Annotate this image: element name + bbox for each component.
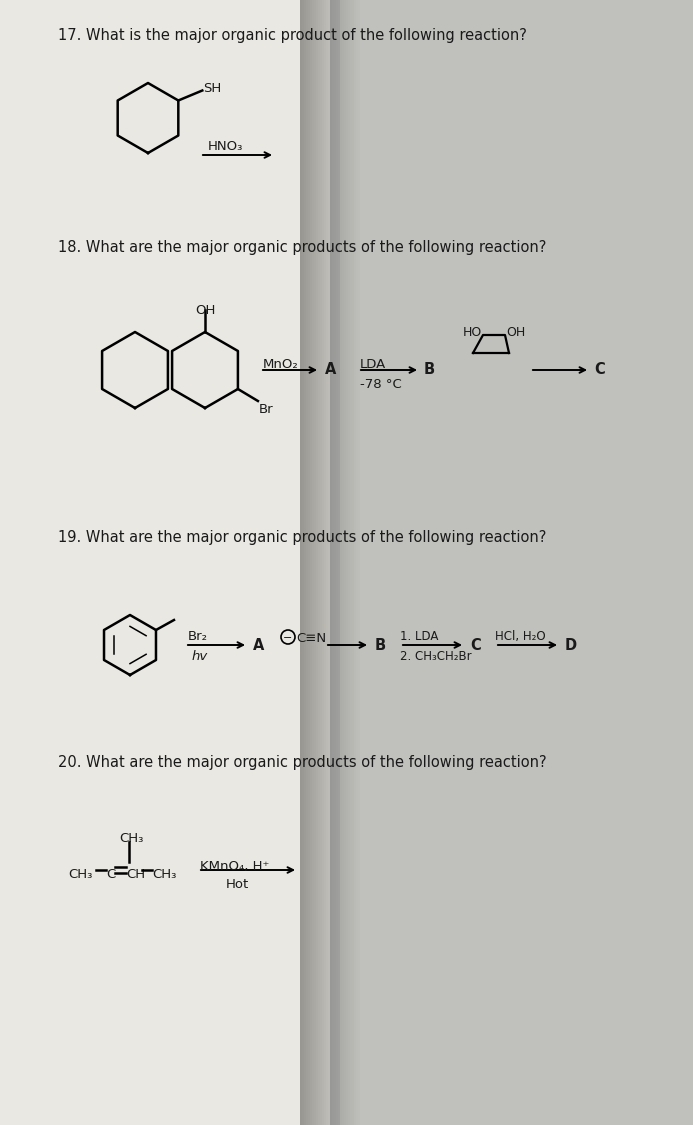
Bar	[332, 0, 334, 1125]
Text: CH: CH	[126, 867, 145, 881]
Text: CH₃: CH₃	[119, 832, 143, 845]
Text: C: C	[106, 867, 115, 881]
Bar	[302, 0, 304, 1125]
Text: C≡N: C≡N	[296, 632, 326, 646]
Bar	[356, 0, 358, 1125]
Bar	[304, 0, 306, 1125]
Bar	[316, 0, 318, 1125]
Text: -78 °C: -78 °C	[360, 378, 402, 391]
Bar	[340, 0, 693, 1125]
Text: 17. What is the major organic product of the following reaction?: 17. What is the major organic product of…	[58, 28, 527, 43]
Bar	[300, 0, 302, 1125]
Text: Hot: Hot	[226, 878, 249, 891]
Bar	[338, 0, 340, 1125]
Text: Br₂: Br₂	[188, 630, 208, 644]
Bar	[322, 0, 324, 1125]
Bar	[328, 0, 330, 1125]
Bar	[342, 0, 344, 1125]
Bar	[350, 0, 352, 1125]
Text: CH₃: CH₃	[68, 867, 92, 881]
Text: MnO₂: MnO₂	[263, 358, 299, 371]
Bar	[330, 0, 332, 1125]
Text: 2. CH₃CH₂Br: 2. CH₃CH₂Br	[400, 650, 472, 663]
Text: hv: hv	[192, 650, 209, 663]
Bar	[324, 0, 326, 1125]
Text: OH: OH	[195, 304, 216, 317]
Bar	[310, 0, 312, 1125]
Text: B: B	[375, 638, 386, 652]
Text: KMnO₄, H⁺: KMnO₄, H⁺	[200, 860, 270, 873]
Bar	[320, 0, 322, 1125]
Text: HO: HO	[463, 326, 482, 340]
Bar	[318, 0, 320, 1125]
Text: D: D	[565, 638, 577, 652]
Bar	[352, 0, 354, 1125]
Bar	[358, 0, 360, 1125]
Text: C: C	[470, 638, 481, 652]
Text: B: B	[424, 362, 435, 378]
Bar	[346, 0, 348, 1125]
Bar	[306, 0, 308, 1125]
Text: 18. What are the major organic products of the following reaction?: 18. What are the major organic products …	[58, 240, 546, 255]
Bar	[326, 0, 328, 1125]
Bar	[334, 0, 336, 1125]
Bar	[312, 0, 314, 1125]
Bar	[344, 0, 346, 1125]
Text: 1. LDA: 1. LDA	[400, 630, 439, 644]
Text: HNO₃: HNO₃	[208, 140, 243, 153]
Text: 19. What are the major organic products of the following reaction?: 19. What are the major organic products …	[58, 530, 546, 544]
Bar	[354, 0, 356, 1125]
Text: OH: OH	[506, 326, 525, 340]
Text: CH₃: CH₃	[152, 867, 177, 881]
Text: A: A	[253, 638, 264, 652]
Bar	[348, 0, 350, 1125]
Text: −: −	[283, 633, 292, 643]
Bar	[314, 0, 316, 1125]
Bar	[340, 0, 342, 1125]
Bar	[0, 0, 330, 1125]
Text: HCl, H₂O: HCl, H₂O	[495, 630, 545, 644]
Text: LDA: LDA	[360, 358, 386, 371]
Bar	[336, 0, 338, 1125]
Text: A: A	[325, 362, 336, 378]
Text: SH: SH	[203, 82, 222, 96]
Text: C: C	[594, 362, 605, 378]
Text: Br: Br	[259, 403, 274, 416]
Text: 20. What are the major organic products of the following reaction?: 20. What are the major organic products …	[58, 755, 547, 770]
Bar	[308, 0, 310, 1125]
